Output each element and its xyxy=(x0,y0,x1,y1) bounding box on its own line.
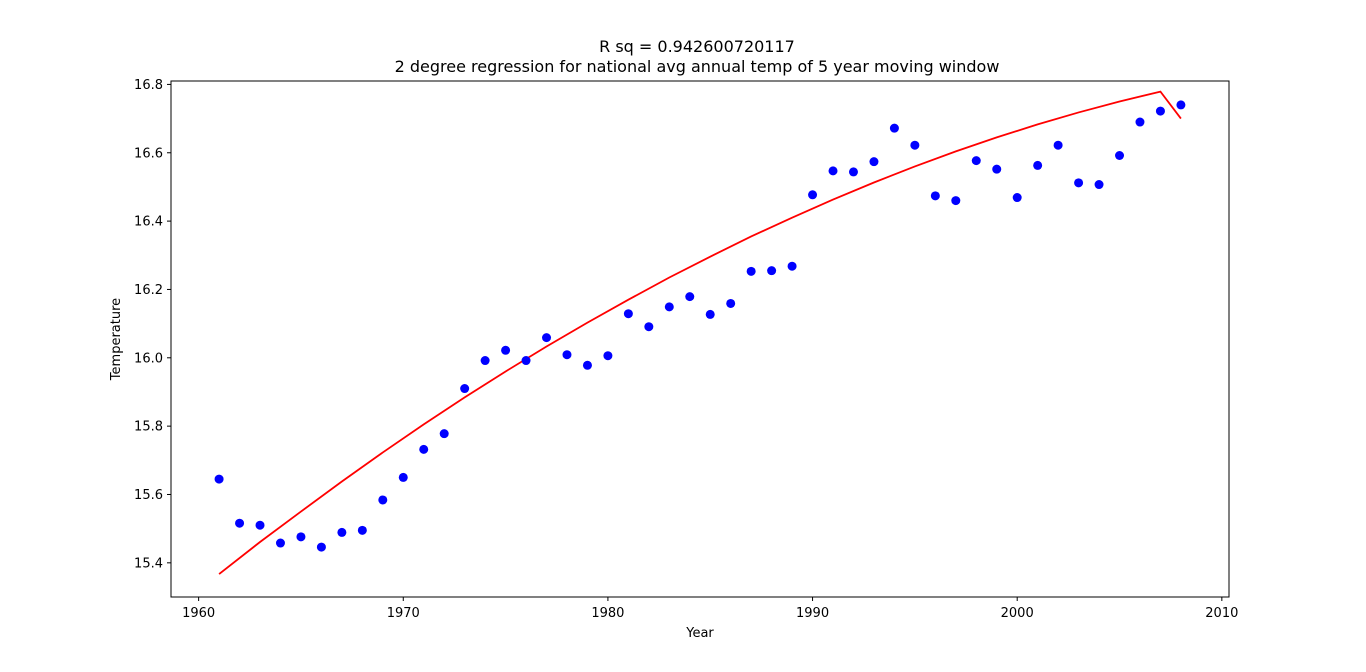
data-point xyxy=(316,542,326,552)
data-point xyxy=(501,345,511,355)
x-tick-label: 1990 xyxy=(796,606,829,621)
data-point xyxy=(275,538,285,548)
data-points xyxy=(214,100,1186,552)
data-point xyxy=(235,518,245,528)
y-tick-label: 15.6 xyxy=(134,488,163,503)
data-point xyxy=(767,266,777,276)
data-point xyxy=(460,384,470,394)
data-point xyxy=(378,495,388,505)
data-point xyxy=(337,527,347,537)
data-point xyxy=(869,157,879,167)
data-point xyxy=(480,356,490,366)
x-tick-label: 1980 xyxy=(591,606,624,621)
data-point xyxy=(1135,117,1145,127)
data-point xyxy=(848,167,858,177)
x-axis: 1960 1970 1980 1990 2000 2010 xyxy=(182,597,1238,621)
y-tick-label: 15.4 xyxy=(134,556,163,571)
data-point xyxy=(705,309,715,319)
data-point xyxy=(787,261,797,271)
data-point xyxy=(992,164,1002,174)
data-point xyxy=(1074,178,1084,188)
data-point xyxy=(398,472,408,482)
data-point xyxy=(664,302,674,312)
plot-area xyxy=(170,80,1230,598)
y-tick-label: 16.6 xyxy=(134,146,163,161)
data-point xyxy=(1094,180,1104,190)
data-point xyxy=(971,156,981,166)
y-tick-label: 16.4 xyxy=(134,215,163,230)
x-axis-label: Year xyxy=(685,626,714,641)
x-tick-label: 2000 xyxy=(1001,606,1034,621)
data-point xyxy=(685,292,695,302)
x-tick-label: 1970 xyxy=(387,606,420,621)
data-point xyxy=(726,298,736,308)
y-tick-label: 16.0 xyxy=(134,351,163,366)
data-point xyxy=(542,333,552,343)
data-point xyxy=(603,351,613,361)
regression-line xyxy=(218,90,1182,575)
chart-subtitle: 2 degree regression for national avg ann… xyxy=(395,57,1000,76)
data-point xyxy=(623,309,633,319)
data-point xyxy=(1033,160,1043,170)
data-point xyxy=(582,360,592,370)
y-tick-label: 15.8 xyxy=(134,420,163,435)
data-point xyxy=(910,140,920,150)
y-axis: 15.4 15.6 15.8 16.0 16.2 16.4 16.6 16.8 xyxy=(134,78,171,571)
data-point xyxy=(1115,151,1125,160)
data-point xyxy=(357,525,367,535)
data-point xyxy=(644,322,654,332)
data-point xyxy=(808,190,818,200)
data-point xyxy=(951,196,961,206)
x-tick-label: 2010 xyxy=(1205,606,1238,621)
data-point xyxy=(1012,193,1022,203)
data-point xyxy=(296,532,306,542)
y-tick-label: 16.2 xyxy=(134,283,163,298)
data-point xyxy=(1053,140,1063,150)
data-point xyxy=(828,166,838,176)
data-point xyxy=(889,123,899,133)
data-point xyxy=(419,444,429,454)
data-point xyxy=(439,429,449,439)
data-point xyxy=(255,520,265,530)
data-point xyxy=(930,191,940,201)
data-point xyxy=(521,356,531,366)
y-tick-label: 16.8 xyxy=(134,78,163,93)
chart-title: R sq = 0.942600720117 xyxy=(599,37,795,56)
plot-frame xyxy=(170,80,1230,598)
data-point xyxy=(746,266,756,276)
x-tick-label: 1960 xyxy=(182,606,215,621)
data-point xyxy=(1176,100,1186,110)
data-point xyxy=(562,350,572,360)
y-axis-label: Temperature xyxy=(109,298,124,381)
data-point xyxy=(214,474,224,484)
data-point xyxy=(1155,106,1165,116)
